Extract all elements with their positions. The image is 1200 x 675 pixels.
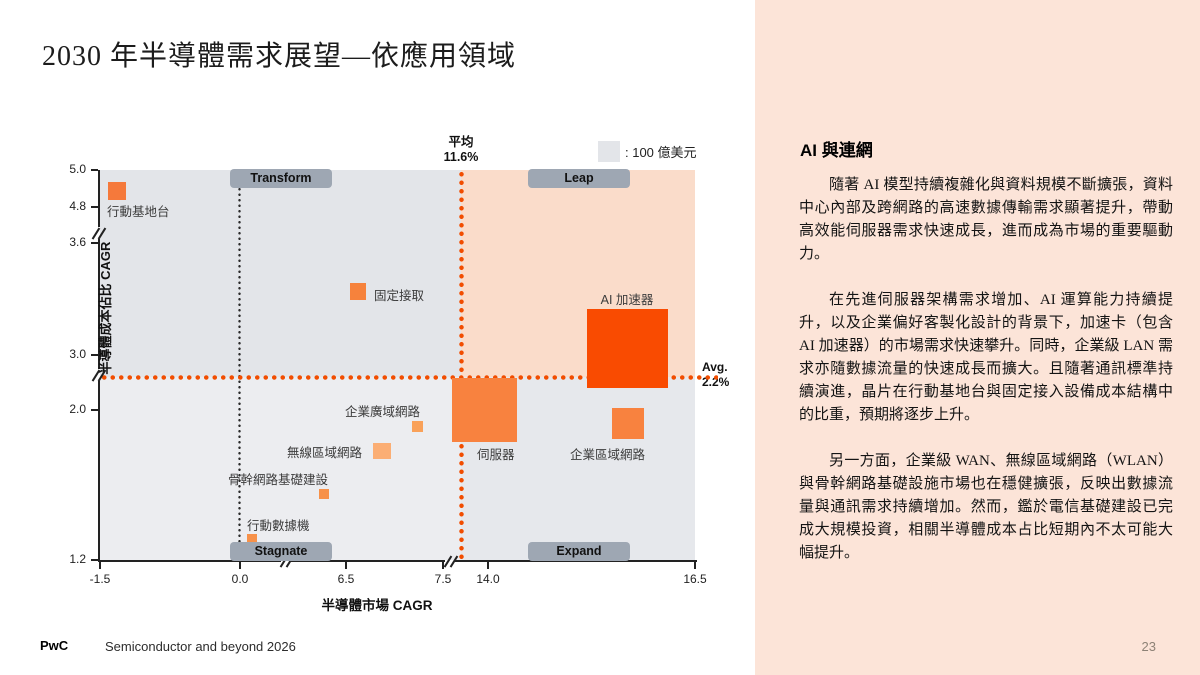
data-point [108,182,126,200]
data-point-label: 行動基地台 [107,205,170,219]
quadrant-label-stagnate: Stagnate [230,542,332,561]
data-point [612,408,644,439]
panel-body: 隨著 AI 模型持續複雜化與資料規模不斷擴張，資料中心內部及跨網路的高速數據傳輸… [799,174,1173,588]
plot-area: Transform Leap Stagnate Expand 行動基地台固定接取… [69,135,729,613]
x-tick-label: 7.5 [434,572,452,586]
x-tick-label: -1.5 [89,572,111,586]
x-axis-break [443,555,459,568]
x-tick [694,562,696,569]
data-point-label: 無線區域網路 [287,446,363,460]
y-tick-label: 3.0 [69,347,86,361]
x-tick-label: 6.5 [337,572,355,586]
legend-swatch [598,141,620,162]
cagr-quadrant-chart: Transform Leap Stagnate Expand 行動基地台固定接取… [0,0,755,675]
y-tick [91,206,98,208]
average-y-line [100,375,718,380]
data-point [587,309,668,388]
x-tick-label: 0.0 [231,572,249,586]
data-point-label: AI 加速器 [600,293,654,307]
panel-paragraph: 另一方面，企業級 WAN、無線區域網路（WLAN）與骨幹網路基礎設施市場也在穩健… [799,453,1173,561]
average-x-line [459,170,464,560]
y-axis-title: 半導體成本佔比 CAGR [97,241,113,375]
data-point [350,283,366,300]
y-tick-label: 2.0 [69,402,86,416]
y-tick [91,559,98,561]
quadrant-bottom-left-bg [100,377,461,560]
x-tick [345,562,347,569]
y-tick-label: 4.8 [69,199,86,213]
panel-heading: AI 與連網 [800,141,873,160]
y-tick [91,354,98,356]
quadrant-label-transform: Transform [230,169,332,188]
y-axis-line [98,381,100,561]
page-number: 23 [1141,639,1156,654]
y-axis-break [91,369,107,382]
average-x-callout: 平均 11.6% [444,135,479,165]
x-tick [99,562,101,569]
data-point-label: 企業區域網路 [570,448,646,462]
pwc-logo: PwC [40,638,69,653]
y-axis-line [98,239,100,369]
data-point-label: 固定接取 [374,289,425,303]
x-axis-line [291,560,445,562]
data-point-label: 企業廣域網路 [345,405,421,419]
footer-source: Semiconductor and beyond 2026 [105,639,296,654]
slide-title: 2030 年半導體需求展望—依應用領域 [42,41,517,72]
zero-reference-line [238,170,241,560]
data-point [319,489,329,499]
average-x-callout-line2: 11.6% [443,150,479,164]
x-axis-title: 半導體市場 CAGR [321,598,433,613]
y-tick-label: 1.2 [69,552,86,566]
data-point [373,443,391,459]
panel-paragraph: 隨著 AI 模型持續複雜化與資料規模不斷擴張，資料中心內部及跨網路的高速數據傳輸… [799,177,1173,262]
average-x-callout-line1: 平均 [448,135,474,149]
x-tick [487,562,489,569]
legend: : 100 億美元 [598,141,697,162]
commentary-panel: AI 與連網 隨著 AI 模型持續複雜化與資料規模不斷擴張，資料中心內部及跨網路… [755,0,1200,675]
data-point [452,378,517,442]
x-tick [239,562,241,569]
x-axis-line [98,560,281,562]
panel-paragraph: 在先進伺服器架構需求增加、AI 運算能力持續提升，以及企業偏好客製化設計的背景下… [799,292,1173,423]
data-point [412,421,423,432]
data-point [247,534,257,544]
data-point-label: 行動數據機 [247,519,310,533]
y-axis-line [98,170,100,227]
data-point-label: 骨幹網路基礎建設 [228,473,329,487]
average-y-callout-line1: Avg. [702,360,728,374]
x-tick-label: 16.5 [683,572,707,586]
quadrant-label-leap: Leap [528,169,630,188]
y-tick [91,169,98,171]
data-point-label: 伺服器 [477,448,515,462]
x-tick-label: 14.0 [476,572,500,586]
y-tick-label: 5.0 [69,162,86,176]
quadrant-label-expand: Expand [528,542,630,561]
quadrant-top-left-bg [100,170,461,377]
y-axis-break [91,227,107,240]
y-tick [91,242,98,244]
x-axis-line [455,560,697,562]
legend-label: : 100 億美元 [625,145,697,160]
y-tick-label: 3.6 [69,235,86,249]
y-tick [91,409,98,411]
